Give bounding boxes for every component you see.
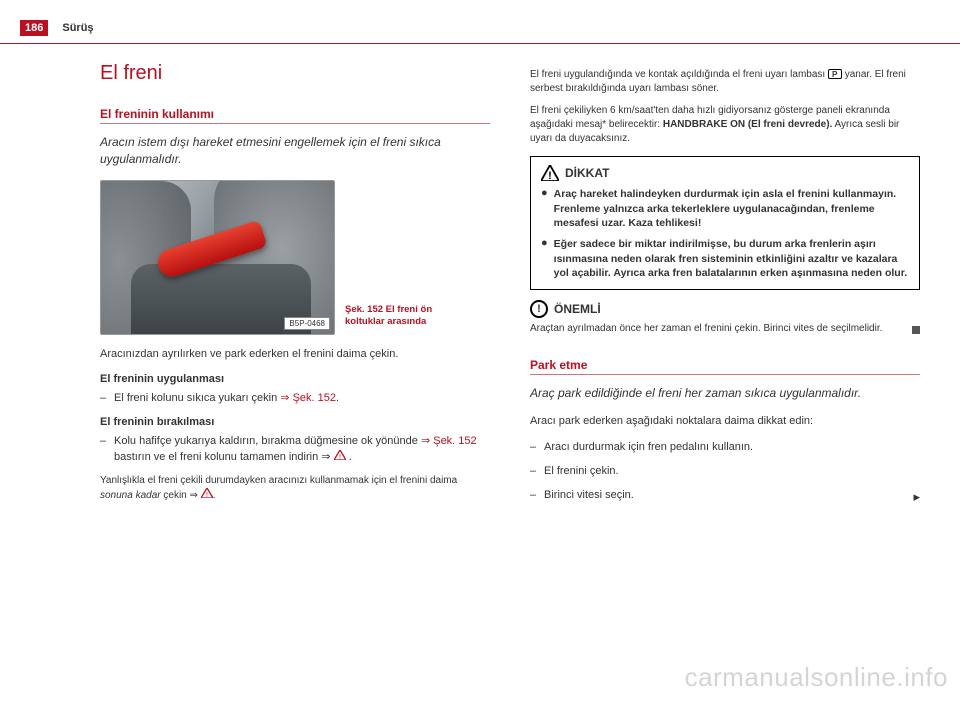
right-p1a: El freni uygulandığında ve kontak açıldı… xyxy=(530,69,828,80)
parking-lead: Aracı park ederken aşağıdaki noktalara d… xyxy=(530,414,920,430)
important-header: ! ÖNEMLİ xyxy=(530,300,920,318)
apply-text-b: . xyxy=(336,392,339,404)
dash: – xyxy=(100,391,114,407)
caution-text-2: Eğer sadece bir miktar indirilmişse, bu … xyxy=(554,237,909,281)
footnote-italic: sonuna kadar xyxy=(100,490,163,501)
important-text: Araçtan ayrılmadan önce her zaman el fre… xyxy=(530,322,920,336)
park-text-3: Birinci vitesi seçin. xyxy=(544,488,913,507)
svg-text:!: ! xyxy=(206,492,208,498)
right-p2: El freni çekiliyken 6 km/saat'ten daha h… xyxy=(530,104,920,146)
footnote: Yanlışlıkla el freni çekili durumdayken … xyxy=(100,474,490,503)
svg-text:!: ! xyxy=(339,454,341,460)
info-circle-icon: ! xyxy=(530,300,548,318)
figure-row: B5P-0468 Şek. 152 El freni ön koltuklar … xyxy=(100,180,490,335)
apply-item: – El freni kolunu sıkıca yukarı çekin ⇒ … xyxy=(100,391,490,407)
bullet: ● xyxy=(541,187,548,237)
caution-label: DİKKAT xyxy=(565,166,609,180)
bullet: ● xyxy=(541,237,548,281)
caution-item-2: ● Eğer sadece bir miktar indirilmişse, b… xyxy=(541,237,909,281)
figure-label: B5P-0468 xyxy=(284,317,330,330)
apply-text-a: El freni kolunu sıkıca yukarı çekin xyxy=(114,392,280,404)
warning-triangle-icon: ! xyxy=(334,450,346,460)
warning-triangle-icon: ! xyxy=(201,488,213,498)
release-heading: El freninin bırakılması xyxy=(100,416,490,428)
footnote-c: . xyxy=(213,490,216,501)
caution-triangle-icon: ! xyxy=(541,165,559,181)
park-text-2: El frenini çekin. xyxy=(544,464,619,480)
subsection-usage: El freninin kullanımı xyxy=(100,107,490,124)
important-text-span: Araçtan ayrılmadan önce her zaman el fre… xyxy=(530,323,882,334)
watermark: carmanualsonline.info xyxy=(685,662,948,693)
caution-header: ! DİKKAT xyxy=(541,165,909,181)
intro-paragraph: Aracın istem dışı hareket etmesini engel… xyxy=(100,134,490,168)
right-column: El freni uygulandığında ve kontak açıldı… xyxy=(530,62,920,515)
intro-parking: Araç park edildiğinde el freni her zaman… xyxy=(530,385,920,402)
release-text-a: Kolu hafifçe yukarıya kaldırın, bırakma … xyxy=(114,435,421,447)
dash: – xyxy=(530,488,544,507)
important-label: ÖNEMLİ xyxy=(554,302,601,316)
caution-text-1: Araç hareket halindeyken durdurmak için … xyxy=(554,187,909,231)
footnote-b: çekin ⇒ xyxy=(163,490,200,501)
section-end-marker xyxy=(912,326,920,334)
release-text: Kolu hafifçe yukarıya kaldırın, bırakma … xyxy=(114,434,490,466)
park-item-3: – Birinci vitesi seçin. ▸ xyxy=(530,488,920,507)
handbrake-lamp-icon xyxy=(828,69,842,79)
footnote-a: Yanlışlıkla el freni çekili durumdayken … xyxy=(100,475,457,486)
fig-ref-link: ⇒ Şek. 152 xyxy=(280,392,336,404)
figure-caption: Şek. 152 El freni ön koltuklar arasında xyxy=(345,304,455,335)
release-text-c: . xyxy=(346,451,352,463)
dash: – xyxy=(100,434,114,466)
fig-ref-link: ⇒ Şek. 152 xyxy=(421,435,477,447)
right-p1: El freni uygulandığında ve kontak açıldı… xyxy=(530,68,920,96)
figure-handbrake: B5P-0468 xyxy=(100,180,335,335)
page-number: 186 xyxy=(20,20,48,36)
chapter-title: Sürüş xyxy=(62,22,93,34)
page-header: 186 Sürüş xyxy=(0,0,960,40)
caution-item-1: ● Araç hareket halindeyken durdurmak içi… xyxy=(541,187,909,237)
release-item: – Kolu hafifçe yukarıya kaldırın, bırakm… xyxy=(100,434,490,466)
left-column: El freni El freninin kullanımı Aracın is… xyxy=(100,62,490,515)
continue-arrow-icon: ▸ xyxy=(913,488,920,507)
dash: – xyxy=(530,440,544,456)
page-content: El freni El freninin kullanımı Aracın is… xyxy=(0,44,960,515)
caution-box: ! DİKKAT ● Araç hareket halindeyken durd… xyxy=(530,156,920,290)
dash: – xyxy=(530,464,544,480)
apply-text: El freni kolunu sıkıca yukarı çekin ⇒ Şe… xyxy=(114,391,339,407)
section-title: El freni xyxy=(100,62,490,85)
park-text-1: Aracı durdurmak için fren pedalını kulla… xyxy=(544,440,753,456)
right-p2-bold: HANDBRAKE ON (El freni dev­rede). xyxy=(663,119,832,130)
svg-text:!: ! xyxy=(548,170,552,181)
park-item-1: – Aracı durdurmak için fren pedalını kul… xyxy=(530,440,920,456)
apply-heading: El freninin uygulanması xyxy=(100,373,490,385)
body-paragraph: Aracınızdan ayrılırken ve park ederken e… xyxy=(100,347,490,363)
release-text-b: bastırın ve el freni kolunu tamamen indi… xyxy=(114,451,334,463)
subsection-parking: Park etme xyxy=(530,358,920,375)
park-item-2: – El frenini çekin. xyxy=(530,464,920,480)
